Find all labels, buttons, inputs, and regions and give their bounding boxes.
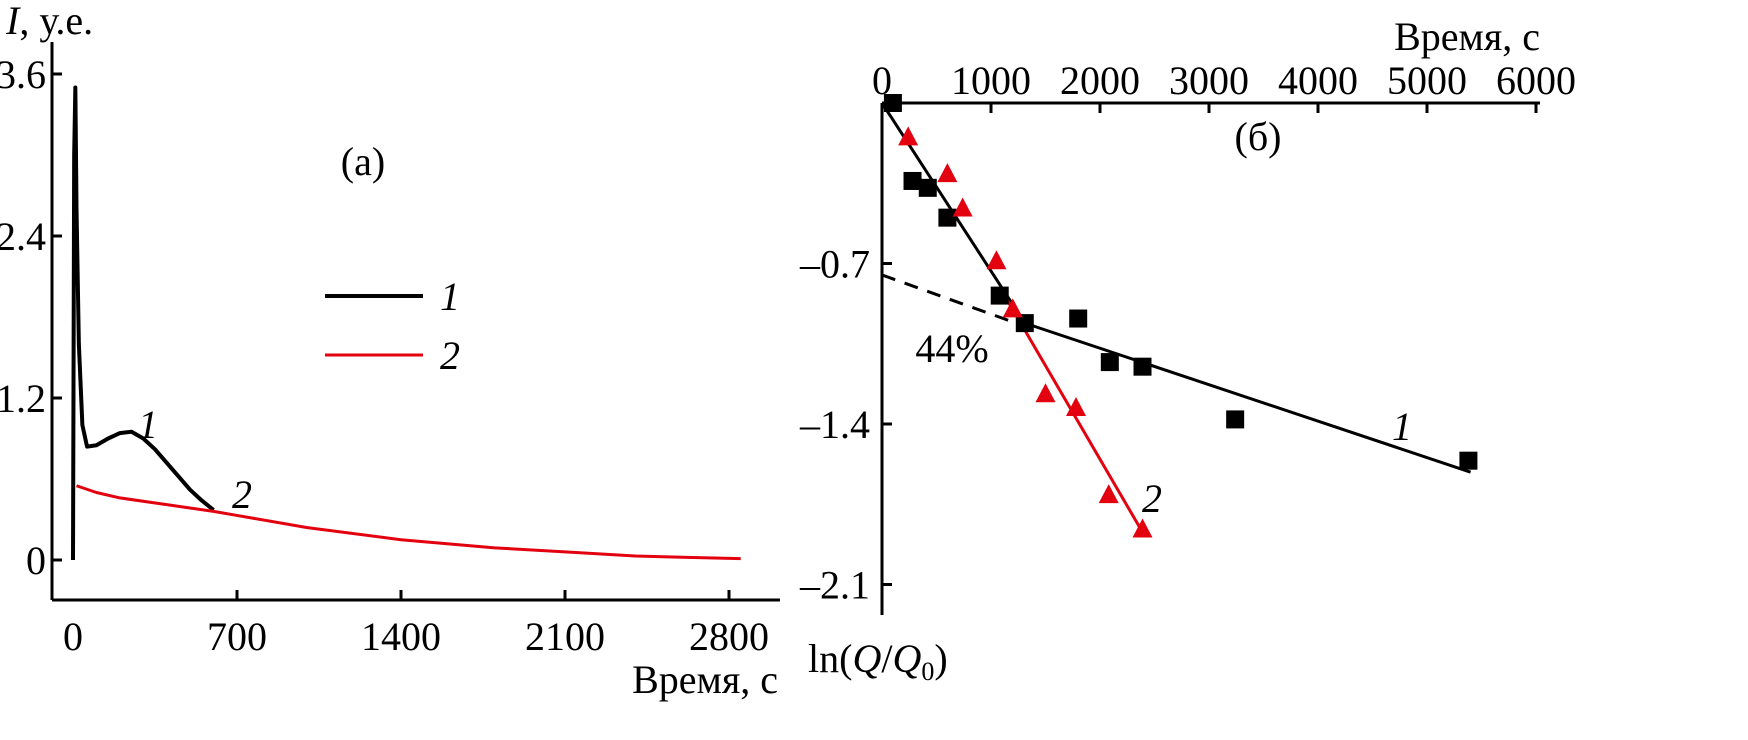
data-point-triangle bbox=[1002, 298, 1023, 318]
data-point-triangle bbox=[1035, 383, 1056, 403]
x-tick-label: 0 bbox=[872, 58, 892, 103]
x-tick-label: 2100 bbox=[525, 614, 605, 659]
data-point-triangle bbox=[937, 163, 958, 183]
x-tick-label: 1400 bbox=[361, 614, 441, 659]
data-point-triangle bbox=[1066, 396, 1087, 416]
x-tick-label: 1000 bbox=[951, 58, 1031, 103]
y-tick-label: 2.4 bbox=[0, 214, 46, 259]
curve-label-2: 2 bbox=[232, 472, 252, 517]
x-axis-label: Время, с bbox=[632, 657, 778, 702]
curve-label-1: 1 bbox=[1392, 404, 1412, 449]
data-point-square bbox=[1069, 309, 1088, 328]
data-point-square bbox=[883, 94, 902, 112]
panel-label: (б) bbox=[1235, 114, 1282, 159]
data-point-triangle bbox=[986, 250, 1007, 270]
x-tick-label: 6000 bbox=[1496, 58, 1576, 103]
legend-label-2: 2 bbox=[440, 333, 460, 378]
y-tick-label: –2.1 bbox=[799, 563, 870, 608]
data-point-square bbox=[990, 286, 1009, 305]
y-tick-label: 0 bbox=[26, 538, 46, 583]
series-1-line bbox=[71, 85, 215, 561]
y-tick-label: –1.4 bbox=[799, 402, 870, 447]
panel-label: (а) bbox=[341, 139, 385, 184]
y-tick-label: 3.6 bbox=[0, 52, 46, 97]
data-point-square bbox=[918, 178, 937, 197]
data-point-square bbox=[1226, 410, 1245, 429]
y-axis-label: I, у.е. bbox=[5, 0, 93, 43]
curve-label-1: 1 bbox=[138, 402, 158, 447]
data-point-square bbox=[1133, 357, 1152, 376]
y-tick-label: –0.7 bbox=[799, 242, 870, 287]
fit-line-2 bbox=[1006, 299, 1145, 535]
data-point-triangle bbox=[898, 126, 919, 146]
data-point-square bbox=[1015, 314, 1034, 333]
data-point-triangle bbox=[1132, 518, 1153, 538]
x-tick-label: 2800 bbox=[689, 614, 769, 659]
x-tick-label: 700 bbox=[207, 614, 267, 659]
x-tick-label: 4000 bbox=[1278, 58, 1358, 103]
series-2-line bbox=[76, 484, 741, 561]
data-point-square bbox=[1100, 353, 1119, 372]
data-point-triangle bbox=[1098, 484, 1119, 504]
x-tick-label: 0 bbox=[63, 614, 83, 659]
x-axis-label: Время, с bbox=[1394, 14, 1540, 59]
data-point-square bbox=[938, 208, 957, 227]
y-tick-label: 1.2 bbox=[0, 376, 46, 421]
y-axis-label: ln(Q/Q0) bbox=[808, 636, 948, 686]
curve-label-2: 2 bbox=[1142, 476, 1162, 521]
fit-line-1 bbox=[1024, 321, 1472, 474]
x-tick-label: 5000 bbox=[1387, 58, 1467, 103]
data-point-square bbox=[903, 171, 922, 190]
annotation-44-percent: 44% bbox=[915, 326, 988, 371]
data-point-triangle bbox=[952, 197, 973, 217]
x-tick-label: 2000 bbox=[1060, 58, 1140, 103]
data-point-square bbox=[1459, 451, 1478, 470]
legend-label-1: 1 bbox=[440, 274, 460, 319]
x-tick-label: 3000 bbox=[1169, 58, 1249, 103]
